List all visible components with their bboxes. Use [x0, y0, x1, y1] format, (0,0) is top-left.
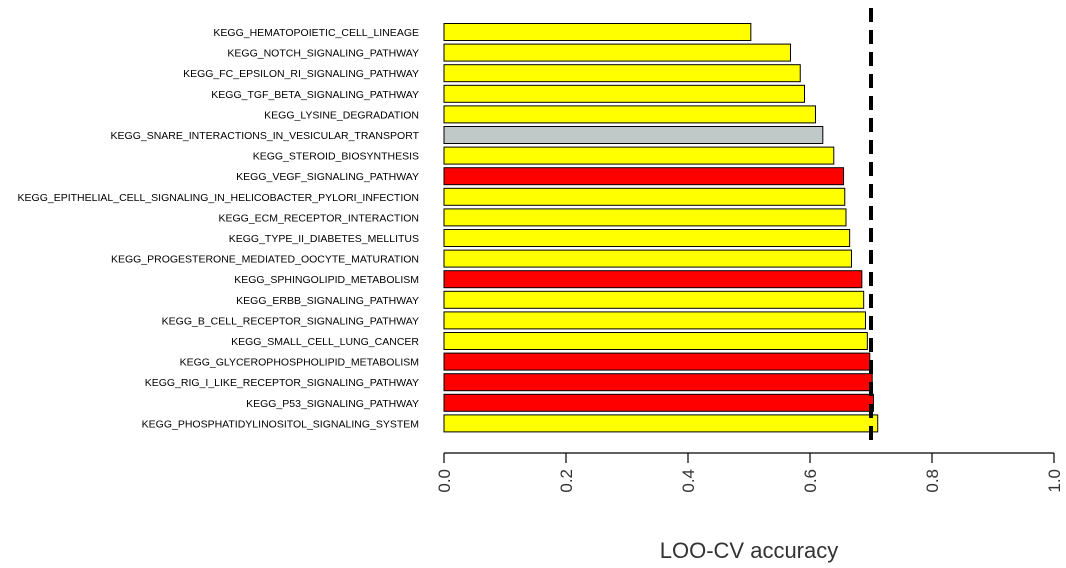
category-label: KEGG_PROGESTERONE_MEDIATED_OOCYTE_MATURA…	[111, 254, 419, 266]
bar	[443, 23, 752, 41]
category-label: KEGG_ERBB_SIGNALING_PATHWAY	[236, 295, 419, 307]
x-axis: 0.0 0.2 0.4 0.6 0.8 1.0	[435, 452, 1064, 493]
x-tick-label: 0.0	[435, 469, 454, 493]
category-label: KEGG_PHOSPHATIDYLINOSITOL_SIGNALING_SYST…	[142, 418, 419, 430]
category-label: KEGG_TYPE_II_DIABETES_MELLITUS	[229, 233, 419, 245]
category-label: KEGG_FC_EPSILON_RI_SIGNALING_PATHWAY	[183, 68, 419, 80]
bar	[443, 229, 851, 247]
x-tick-label: 0.4	[679, 469, 698, 493]
category-label: KEGG_SNARE_INTERACTIONS_IN_VESICULAR_TRA…	[111, 130, 420, 142]
x-tick-label: 0.2	[557, 469, 576, 493]
bar	[443, 270, 863, 289]
category-label: KEGG_EPITHELIAL_CELL_SIGNALING_IN_HELICO…	[18, 192, 419, 204]
bar	[443, 352, 871, 371]
bar	[443, 249, 852, 268]
category-label: KEGG_GLYCEROPHOSPHOLIPID_METABOLISM	[180, 357, 419, 369]
category-labels: KEGG_HEMATOPOIETIC_CELL_LINEAGE KEGG_NOTC…	[18, 27, 420, 430]
category-label: KEGG_HEMATOPOIETIC_CELL_LINEAGE	[213, 27, 419, 39]
bar	[443, 311, 867, 330]
category-label: KEGG_RIG_I_LIKE_RECEPTOR_SIGNALING_PATHW…	[145, 377, 419, 389]
bar	[443, 43, 791, 62]
bar	[443, 373, 873, 392]
x-tick-label: 0.6	[801, 469, 820, 493]
category-label: KEGG_P53_SIGNALING_PATHWAY	[246, 398, 419, 410]
bars-layer	[443, 23, 879, 433]
bar	[443, 393, 874, 412]
category-label: KEGG_LYSINE_DEGRADATION	[264, 109, 419, 121]
category-label: KEGG_SMALL_CELL_LUNG_CANCER	[231, 336, 419, 348]
category-label: KEGG_TGF_BETA_SIGNALING_PATHWAY	[211, 89, 419, 101]
bar	[443, 126, 824, 144]
category-label: KEGG_B_CELL_RECEPTOR_SIGNALING_PATHWAY	[162, 315, 419, 327]
bar	[443, 290, 865, 309]
bar	[443, 84, 806, 103]
category-label: KEGG_SPHINGOLIPID_METABOLISM	[234, 274, 419, 286]
category-label: KEGG_VEGF_SIGNALING_PATHWAY	[236, 171, 419, 183]
category-label: KEGG_STEROID_BIOSYNTHESIS	[253, 151, 419, 163]
category-label: KEGG_NOTCH_SIGNALING_PATHWAY	[227, 48, 419, 60]
bar	[443, 187, 846, 206]
bar	[443, 414, 879, 433]
bar	[443, 167, 845, 186]
bar	[443, 332, 868, 350]
x-tick-label: 0.8	[923, 469, 942, 493]
bar	[443, 208, 847, 227]
category-label: KEGG_ECM_RECEPTOR_INTERACTION	[218, 212, 419, 224]
bar	[443, 146, 835, 165]
bar	[443, 64, 801, 83]
bar	[443, 105, 816, 124]
x-axis-title: LOO-CV accuracy	[660, 538, 839, 563]
x-tick-label: 1.0	[1045, 469, 1064, 493]
